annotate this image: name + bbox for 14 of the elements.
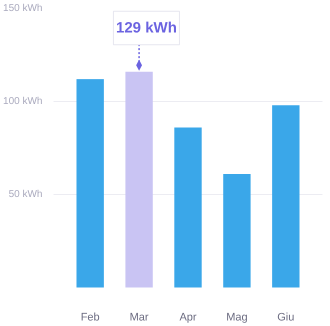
x-tick-label: Apr [179,312,197,324]
x-tick-label: Mag [226,312,248,324]
bar [174,128,202,288]
y-tick-label: 150 kWh [3,3,43,14]
bar [272,105,300,288]
y-tick-label: 50 kWh [8,189,43,200]
bar [125,72,153,288]
annotation: 129 kWh [116,20,177,37]
x-tick-label: Mar [130,312,149,324]
x-tick-label: Feb [80,312,100,324]
x-tick-label: Giu [277,312,294,324]
y-tick-label: 100 kWh [3,96,43,107]
bar [76,79,104,288]
bar [223,174,251,288]
